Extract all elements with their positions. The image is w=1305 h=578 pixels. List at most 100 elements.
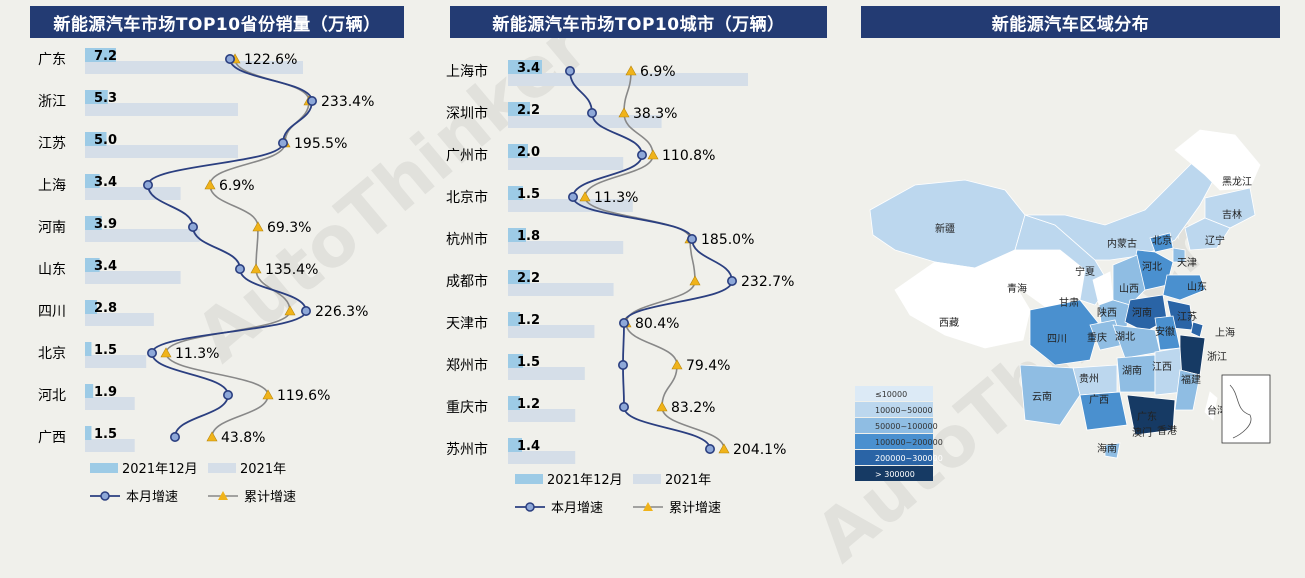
value-label: 2.2 bbox=[517, 103, 540, 118]
growth-pct-label: 185.0% bbox=[701, 232, 754, 248]
category-label: 北京市 bbox=[446, 189, 488, 206]
map-legend-label: 50000~100000 bbox=[875, 422, 938, 431]
map-label-北京: 北京 bbox=[1152, 234, 1172, 247]
year-bar bbox=[85, 187, 181, 200]
map-label-广西: 广西 bbox=[1089, 394, 1109, 406]
category-label: 天津市 bbox=[446, 315, 488, 332]
year-bar bbox=[508, 241, 624, 254]
value-label: 1.2 bbox=[517, 313, 540, 328]
legend-month-growth-label: 本月增速 bbox=[551, 501, 603, 516]
legend-month-bar-label: 2021年12月 bbox=[547, 473, 623, 488]
year-bar bbox=[85, 61, 303, 74]
map-legend-swatch bbox=[855, 402, 933, 417]
map-province-云南 bbox=[1019, 364, 1081, 426]
year-bar bbox=[85, 103, 238, 116]
category-label: 上海 bbox=[38, 178, 66, 194]
map-label-安徽: 安徽 bbox=[1155, 325, 1175, 338]
growth-pct-label: 226.3% bbox=[315, 304, 368, 320]
growth-pct-label: 69.3% bbox=[267, 220, 311, 236]
region-panel: 新能源汽车区域分布 新疆 西藏 青海 内蒙古 黑龙江 吉林 辽宁 北京 天津 河北 山西 山东 宁夏 甘肃… bbox=[855, 0, 1305, 528]
map-label-上海: 上海 bbox=[1215, 326, 1235, 339]
year-bar bbox=[508, 325, 595, 338]
month-growth-point bbox=[637, 150, 648, 161]
category-label: 成都市 bbox=[446, 273, 488, 290]
month-growth-point bbox=[147, 347, 158, 358]
map-label-云南: 云南 bbox=[1032, 390, 1052, 403]
map-label-重庆: 重庆 bbox=[1087, 331, 1107, 344]
map-label-江苏: 江苏 bbox=[1177, 310, 1197, 323]
map-label-山西: 山西 bbox=[1119, 283, 1139, 295]
map-label-河北: 河北 bbox=[1142, 261, 1162, 273]
cumulative-growth-marker bbox=[206, 431, 218, 442]
legend-month-bar-label: 2021年12月 bbox=[122, 462, 198, 477]
map-province-广东 bbox=[1126, 394, 1176, 436]
category-label: 深圳市 bbox=[446, 105, 488, 122]
map-legend-swatch bbox=[855, 418, 933, 433]
value-label: 1.5 bbox=[517, 355, 540, 370]
cumulative-growth-marker bbox=[656, 401, 668, 412]
month-growth-point bbox=[300, 305, 311, 316]
month-bar bbox=[508, 312, 520, 326]
map-legend-swatch bbox=[855, 434, 933, 449]
cumulative-growth-marker bbox=[689, 275, 701, 286]
month-growth-point bbox=[225, 53, 236, 64]
value-label: 1.5 bbox=[94, 427, 117, 442]
growth-pct-label: 11.3% bbox=[175, 346, 219, 362]
year-bar bbox=[85, 313, 154, 326]
legend-month-bar-swatch bbox=[515, 474, 543, 484]
year-bar bbox=[85, 271, 181, 284]
growth-pct-label: 195.5% bbox=[294, 136, 347, 152]
category-label: 杭州市 bbox=[446, 231, 488, 248]
value-label: 7.2 bbox=[94, 49, 117, 64]
category-label: 山东 bbox=[38, 262, 66, 278]
month-bar bbox=[508, 144, 528, 158]
month-bar bbox=[508, 438, 522, 452]
map-label-贵州: 贵州 bbox=[1079, 372, 1099, 385]
month-bar bbox=[508, 396, 520, 410]
month-growth-point bbox=[277, 138, 288, 149]
map-label-福建: 福建 bbox=[1181, 373, 1201, 386]
map-label-陕西: 陕西 bbox=[1097, 306, 1117, 319]
growth-pct-label: 38.3% bbox=[633, 106, 677, 122]
month-growth-point bbox=[687, 234, 698, 245]
growth-pct-label: 119.6% bbox=[277, 388, 330, 404]
value-label: 2.2 bbox=[517, 271, 540, 286]
map-province-山东 bbox=[1162, 274, 1206, 301]
cumulative-growth-marker bbox=[618, 107, 630, 118]
year-bar bbox=[508, 115, 662, 128]
value-label: 3.4 bbox=[94, 259, 117, 274]
category-label: 河南 bbox=[38, 220, 66, 236]
month-growth-point bbox=[618, 359, 629, 370]
month-growth-point bbox=[587, 108, 598, 119]
value-label: 2.0 bbox=[517, 145, 540, 160]
month-growth-point bbox=[235, 263, 246, 274]
month-growth-line bbox=[569, 70, 733, 450]
legend-month-growth-marker bbox=[100, 491, 110, 501]
month-bar bbox=[508, 102, 530, 116]
city-chart: 上海市 3.4 深圳市 2.2 广州市 2.0 北京市 1.5 杭州市 1.8 成都市 2.2 天津市 1… bbox=[446, 60, 794, 516]
map-province-辽宁 bbox=[1184, 217, 1231, 251]
month-growth-point bbox=[188, 222, 199, 233]
year-bar bbox=[85, 229, 200, 242]
category-label: 上海市 bbox=[446, 63, 488, 80]
value-label: 1.2 bbox=[517, 397, 540, 412]
map-label-广东: 广东 bbox=[1137, 410, 1157, 423]
legend-year-bar-swatch bbox=[633, 474, 661, 484]
month-growth-line bbox=[147, 58, 313, 438]
south-sea-inset bbox=[1221, 374, 1271, 444]
cumulative-growth-marker bbox=[284, 305, 296, 316]
month-bar bbox=[508, 186, 523, 200]
growth-pct-label: 135.4% bbox=[265, 262, 318, 278]
month-growth-point bbox=[704, 443, 715, 454]
growth-pct-label: 83.2% bbox=[671, 400, 715, 416]
legend-cum-growth-label: 累计增速 bbox=[244, 490, 296, 505]
category-label: 广东 bbox=[38, 52, 66, 68]
cumulative-growth-marker bbox=[262, 389, 274, 400]
map-province-天津 bbox=[1172, 247, 1186, 263]
cumulative-growth-marker bbox=[204, 179, 216, 190]
category-label: 河北 bbox=[38, 388, 66, 404]
map-province-海南 bbox=[1104, 442, 1121, 459]
map-province-四川 bbox=[1029, 299, 1101, 366]
year-bar bbox=[508, 157, 624, 170]
year-bar bbox=[508, 451, 576, 464]
